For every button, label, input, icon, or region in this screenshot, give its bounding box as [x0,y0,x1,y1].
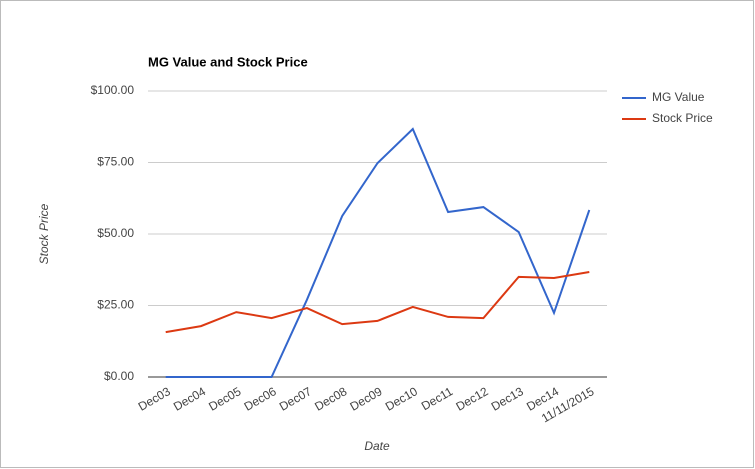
y-axis-title: Stock Price [37,203,51,264]
legend-label: Stock Price [652,111,713,125]
y-tick-label: $100.00 [91,83,135,97]
y-tick-label: $75.00 [97,155,134,169]
y-tick-label: $25.00 [97,298,134,312]
chart-title: MG Value and Stock Price [148,54,308,69]
line-series [165,127,591,378]
y-tick-label: $0.00 [104,369,134,383]
x-axis-title: Date [364,439,390,453]
line-series [165,271,590,334]
legend-label: MG Value [652,90,705,104]
y-tick-label: $50.00 [97,226,134,240]
